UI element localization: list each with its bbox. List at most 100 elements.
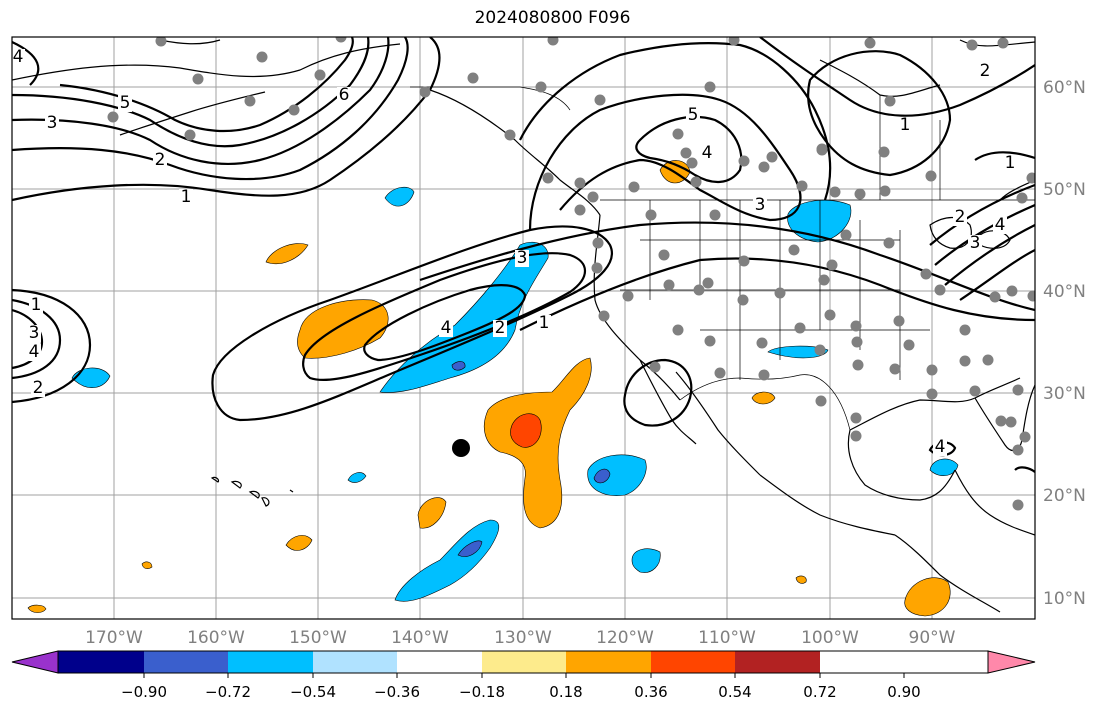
lat-tick: 20°N: [1043, 486, 1086, 506]
colorbar-segment: [58, 651, 144, 673]
station-dot: [1012, 444, 1024, 456]
station-dot: [969, 385, 981, 397]
station-dot: [766, 151, 778, 163]
colorbar-segment: [228, 651, 313, 673]
station-dot: [542, 172, 554, 184]
fill-orange-south-mex: [904, 577, 951, 617]
station-dot: [737, 294, 749, 306]
fill-orange-gulf: [751, 391, 776, 405]
colorbar-label: 0.54: [718, 683, 751, 701]
station-dot: [959, 324, 971, 336]
lat-axis: 60°N 50°N 40°N 30°N 20°N 10°N: [1043, 78, 1086, 609]
colorbar-label: −0.36: [374, 683, 420, 701]
station-dot: [756, 337, 768, 349]
station-dot: [758, 161, 770, 173]
station-dot: [314, 69, 326, 81]
contour-label-bg: [12, 49, 25, 66]
contour-label-bg: [968, 235, 982, 252]
contour-label: 5: [120, 93, 131, 113]
contour-label: 3: [47, 113, 58, 133]
station-dot: [622, 290, 634, 302]
fill-blue-small-4: [347, 472, 367, 483]
station-dot: [184, 129, 196, 141]
colorbar-label: −0.18: [459, 683, 505, 701]
station-dot: [818, 274, 830, 286]
contour-label: 1: [900, 115, 911, 135]
colorbar-segment: [313, 651, 397, 673]
lon-tick: 140°W: [391, 628, 449, 648]
contour-label-bg: [700, 145, 714, 162]
contour-label-bg: [179, 189, 193, 206]
lon-tick: 170°W: [85, 628, 143, 648]
station-dot: [850, 320, 862, 332]
station-dot: [598, 310, 610, 322]
station-dot: [814, 344, 826, 356]
station-dot: [672, 324, 684, 336]
station-dot: [989, 291, 1001, 303]
station-dot: [995, 415, 1007, 427]
fill-blue-small-1: [384, 186, 415, 207]
station-dot: [851, 336, 863, 348]
station-dot: [879, 185, 891, 197]
station-dot: [547, 37, 559, 46]
station-dot: [1019, 431, 1031, 443]
lon-tick: 150°W: [289, 628, 347, 648]
contour-label-bg: [27, 344, 41, 361]
contour-label: 3: [970, 233, 981, 253]
lon-tick: 160°W: [187, 628, 245, 648]
station-dot: [680, 147, 692, 159]
map-border: [11, 36, 1036, 620]
station-dot: [574, 177, 586, 189]
station-dot: [504, 129, 516, 141]
station-dot: [702, 277, 714, 289]
fill-orange-small-3: [265, 243, 309, 265]
station-dot: [738, 155, 750, 167]
fill-blue-nw-us: [787, 199, 852, 243]
colorbar-segment: [482, 651, 566, 673]
station-dot: [663, 279, 675, 291]
station-dot: [693, 284, 705, 296]
contour-label-bg: [45, 115, 59, 132]
station-dot: [840, 229, 852, 241]
contour-label: 4: [702, 143, 713, 163]
station-dot: [852, 359, 864, 371]
colorbar-label: 0.36: [634, 683, 667, 701]
fill-orange-tiny-3: [795, 575, 807, 584]
colorbar-label: 0.18: [549, 683, 582, 701]
station-dot: [1005, 416, 1017, 428]
contour-label: 4: [441, 318, 452, 338]
contour-lines: [12, 37, 1035, 473]
station-dot: [854, 188, 866, 200]
fill-red-south: [510, 413, 542, 448]
fill-orange-south: [484, 357, 592, 529]
station-dot: [594, 94, 606, 106]
station-dot: [997, 37, 1009, 49]
contour-label: 2: [33, 378, 44, 398]
station-dot: [758, 369, 770, 381]
station-dot: [864, 37, 876, 49]
contour-label: 4: [29, 342, 40, 362]
contour-label-bg: [153, 152, 167, 169]
contour-label-bg: [753, 197, 767, 214]
colorbar-label: −0.72: [205, 683, 251, 701]
station-dot: [884, 95, 896, 107]
contour-label: 2: [955, 207, 966, 227]
station-dot: [728, 37, 740, 46]
lon-tick: 120°W: [596, 628, 654, 648]
station-dot: [645, 209, 657, 221]
storm-center-marker: [452, 439, 470, 457]
contour-label-bg: [493, 320, 507, 337]
station-dot: [1012, 499, 1024, 511]
station-dot: [649, 361, 661, 373]
colorbar-label: −0.90: [121, 683, 167, 701]
station-dot: [824, 309, 836, 321]
contour-label-bg: [439, 320, 453, 337]
coastlines: [12, 39, 1035, 613]
station-dot: [883, 237, 895, 249]
station-dot: [714, 367, 726, 379]
station-dot: [467, 72, 479, 84]
colorbar-segment: [397, 651, 482, 673]
contour-label-bg: [686, 107, 700, 124]
